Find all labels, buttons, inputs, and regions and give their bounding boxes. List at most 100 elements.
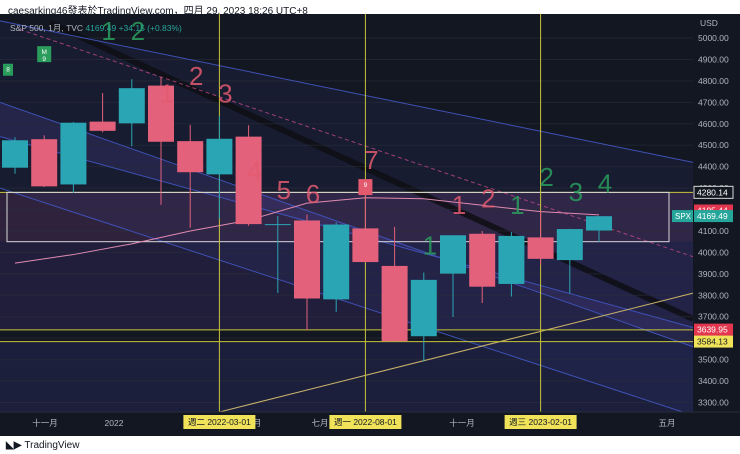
wave-count-label: 4 [598, 168, 612, 198]
candle-body [323, 224, 350, 300]
wave-count-label: 1 [423, 231, 437, 261]
price-axis-tick: 3800.00 [698, 290, 729, 300]
lower-zone [0, 341, 693, 412]
candle-body [235, 136, 262, 225]
marker-flag-left [3, 63, 13, 76]
wave-count-label: 2 [481, 183, 495, 213]
candle-body [60, 122, 87, 185]
time-axis-label: 五月 [658, 418, 675, 428]
candle-body [498, 235, 525, 284]
price-axis-tick: 4400.00 [698, 162, 729, 172]
candle-body [586, 216, 612, 231]
marker-flag-text: M [41, 49, 46, 56]
price-axis-tick: 4000.00 [698, 247, 729, 257]
candle-body [31, 139, 58, 187]
legend-symbol: S&P 500, 1月, TVC [10, 23, 84, 33]
price-axis-tick: 4900.00 [698, 54, 729, 64]
candle-body [206, 138, 233, 175]
candle-body [440, 235, 466, 274]
candle-body [556, 229, 583, 261]
date-marker-tag-text: 週三 2023-02-01 [509, 417, 572, 427]
candle-body [118, 88, 145, 124]
wave-count-label: 3 [218, 78, 232, 108]
symbol-tag-text: SPX [675, 212, 692, 221]
candle-body [177, 141, 204, 173]
price-axis-tick: 3300.00 [698, 398, 729, 408]
wave-count-label: 7 [364, 145, 378, 175]
time-axis-label: 2022 [105, 418, 124, 428]
price-axis-tick: 5000.00 [698, 33, 729, 43]
candle-body [352, 228, 379, 263]
chart-background [0, 14, 740, 436]
price-axis-tick: 4800.00 [698, 76, 729, 86]
attribution-bar: caesarking46發表於TradingView.com，四月 29, 20… [0, 0, 740, 17]
candle-body [527, 237, 554, 259]
wave-count-label: 4 [247, 156, 261, 186]
price-level-tag-text: 4280.14 [697, 187, 728, 197]
price-axis-tick: 3900.00 [698, 269, 729, 279]
price-axis-background [693, 14, 740, 436]
wave-count-label: 2 [539, 162, 553, 192]
tradingview-logo[interactable]: ◣▶ TradingView [6, 440, 79, 451]
chart-legend: S&P 500, 1月, TVC 4169.49 +34.15 (+0.83%) [10, 22, 182, 34]
legend-price: 4169.49 [85, 23, 117, 33]
price-level-tag [694, 335, 733, 348]
wave-count-label: 3 [569, 177, 583, 207]
time-axis-label: 七月 [311, 418, 328, 428]
price-level-tag [694, 210, 733, 223]
date-marker-tag-text: 週二 2022-03-01 [188, 417, 251, 427]
candle-body [294, 220, 320, 299]
marker-flag [358, 179, 373, 196]
trend-line-dark [48, 20, 695, 322]
moving-average-line [14, 197, 600, 264]
candle-body [469, 233, 496, 287]
wave-count-label: 1 [160, 78, 174, 108]
attribution-text: caesarking46發表於TradingView.com，四月 29, 20… [8, 6, 308, 17]
wave-count-label: 2 [131, 16, 145, 46]
channel-lower-line [0, 187, 694, 416]
rising-support-line [219, 292, 694, 413]
dashed-median-line [19, 28, 694, 258]
price-axis-tick: 3500.00 [698, 355, 729, 365]
price-axis-tick: 4100.00 [698, 226, 729, 236]
price-level-tag-text: 3584.13 [697, 337, 728, 347]
wave-count-label: 1 [510, 190, 524, 220]
candle-body [410, 279, 437, 337]
channel-upper-line [0, 20, 694, 163]
price-axis-tick: 3700.00 [698, 312, 729, 322]
symbol-tag [672, 210, 693, 223]
price-level-tag [694, 323, 733, 336]
price-level-tag-text: 3639.95 [697, 325, 728, 335]
marker-flag [37, 46, 52, 63]
price-level-tag [693, 185, 734, 199]
footer-bar [0, 436, 740, 454]
candle-body [381, 265, 408, 342]
marker-flag-text: 9 [42, 56, 46, 63]
wave-count-label: 6 [306, 179, 320, 209]
price-axis-tick: 3400.00 [698, 376, 729, 386]
candle-body [148, 85, 174, 142]
date-marker-tag [183, 415, 256, 429]
date-marker-tag [504, 415, 577, 429]
date-marker-tag-text: 週一 2022-08-01 [334, 417, 397, 427]
legend-change: +34.15 (+0.83%) [118, 23, 182, 33]
candle-body [264, 224, 291, 226]
price-axis-tick: 4700.00 [698, 97, 729, 107]
time-axis-label: 十一月 [449, 418, 475, 428]
candle-body [89, 121, 116, 131]
price-axis-tick: 4600.00 [698, 119, 729, 129]
wave-count-label: 1 [452, 190, 466, 220]
tradingview-mark-icon: ◣▶ [6, 440, 22, 451]
tradingview-brand: TradingView [24, 440, 80, 451]
time-axis-label: 十一月 [32, 418, 58, 428]
wave-count-label: 5 [277, 175, 291, 205]
wave-count-label: 2 [189, 61, 203, 91]
price-level-tag-text: 4169.49 [697, 211, 728, 221]
marker-flag-text: 9 [364, 182, 368, 189]
wave-count-label: 1 [101, 16, 115, 46]
marker-flag-left-text: 8 [6, 67, 10, 74]
candle-body [2, 140, 28, 168]
date-marker-tag [329, 415, 402, 429]
price-axis-currency: USD [700, 18, 718, 28]
